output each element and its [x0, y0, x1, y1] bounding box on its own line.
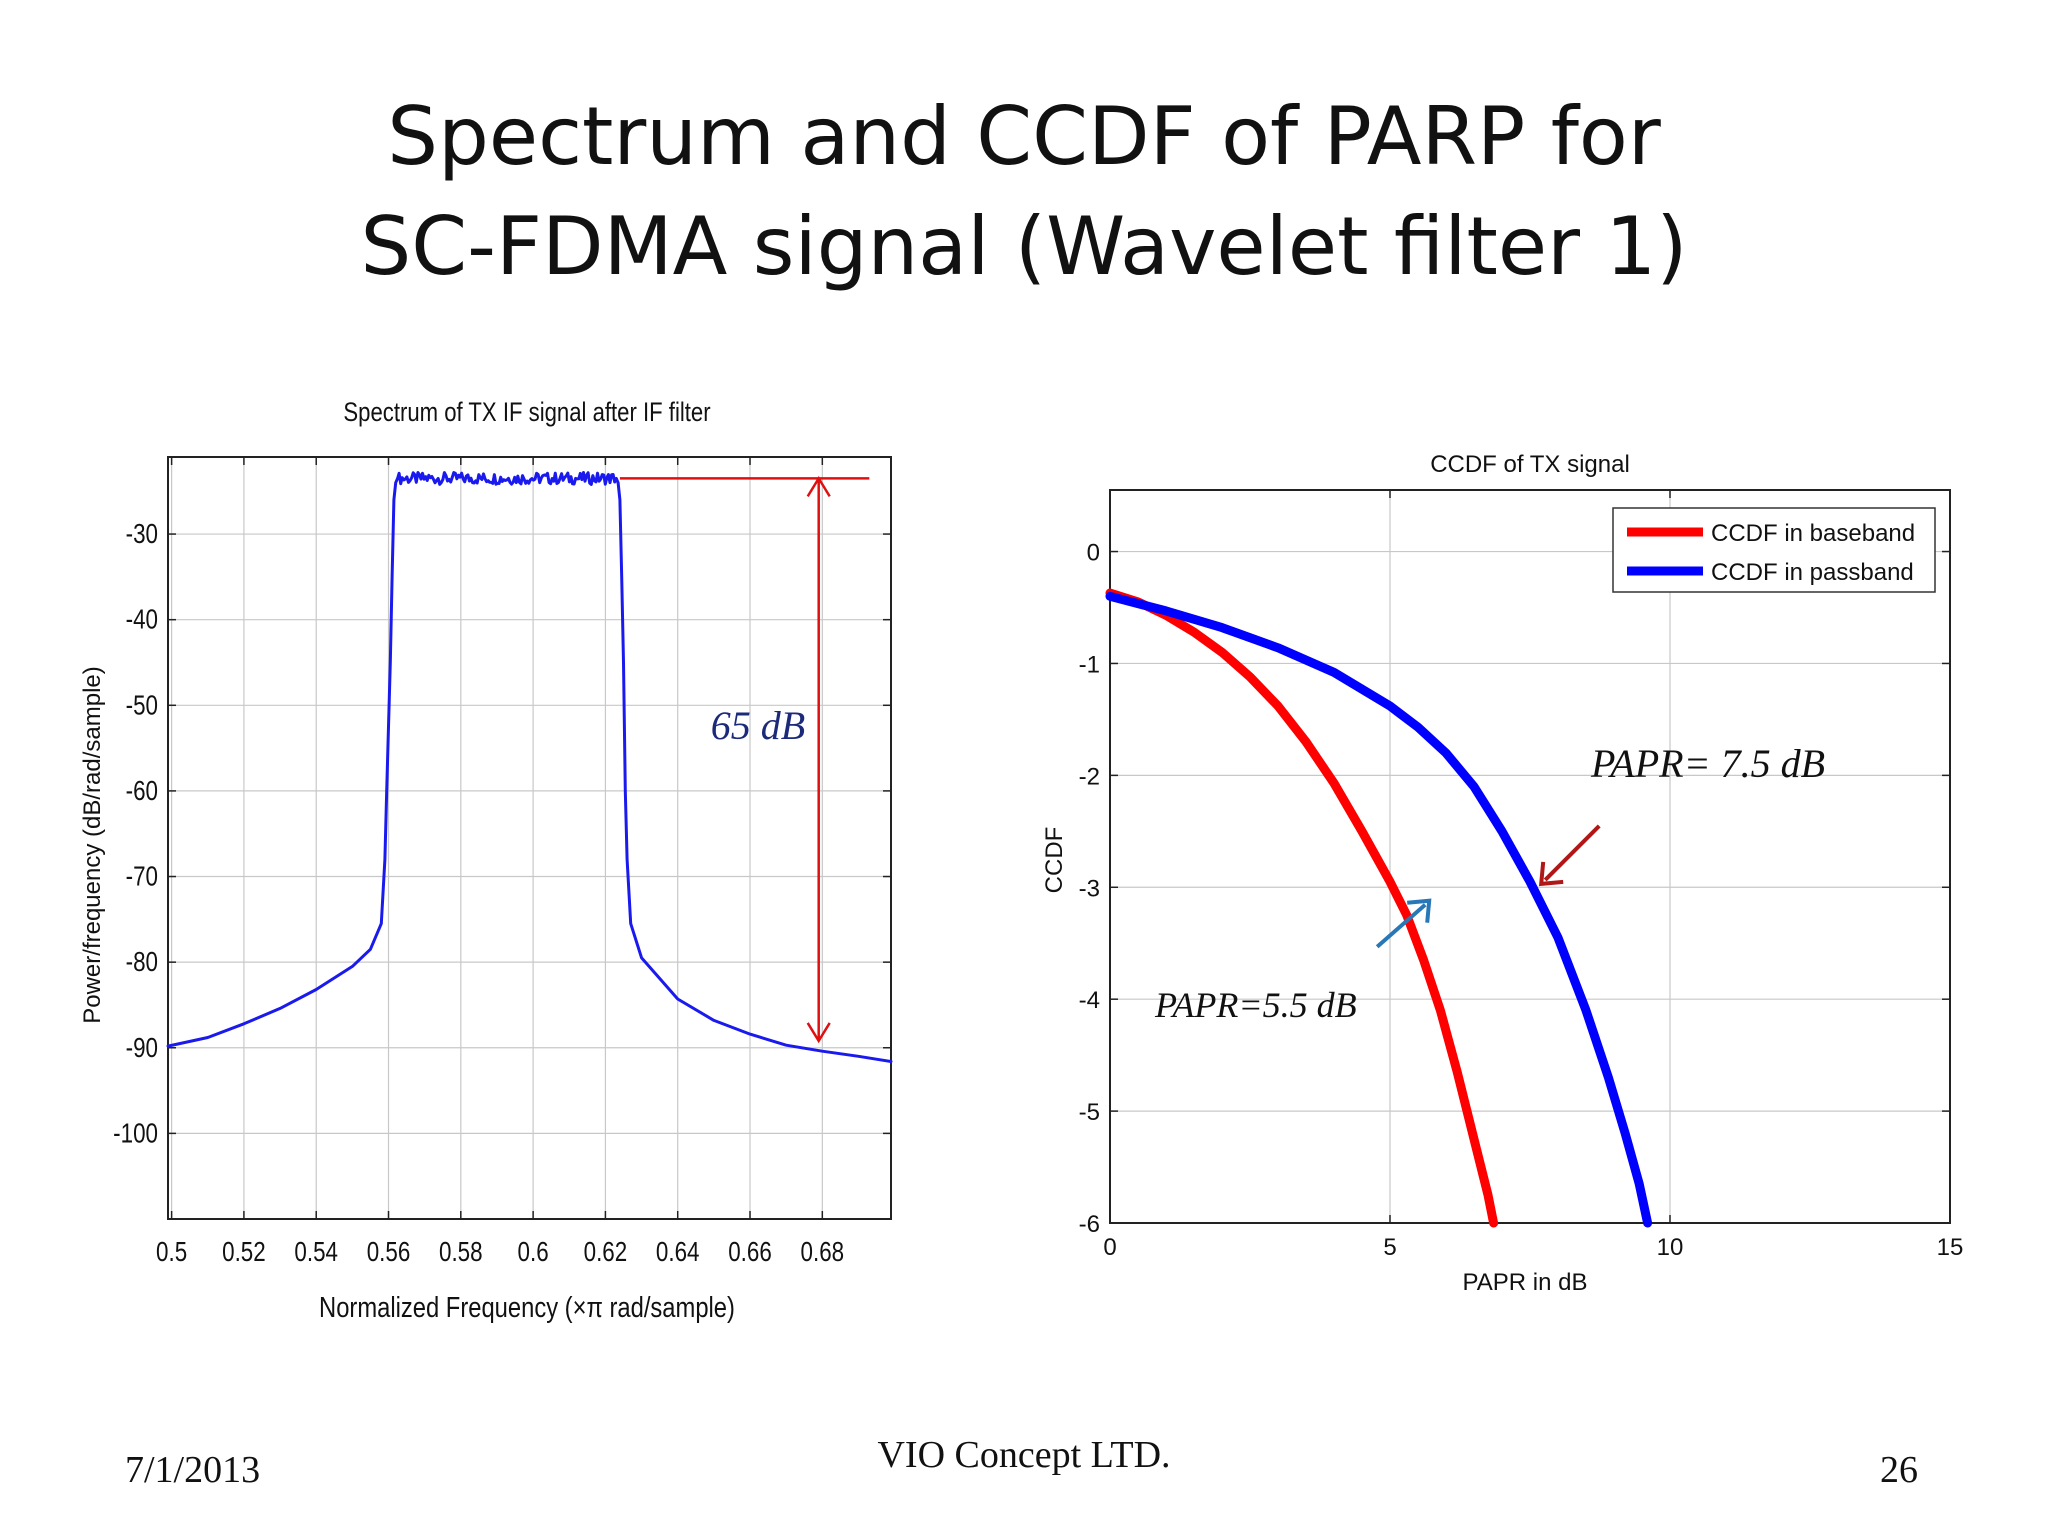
- ccdf-annotations: [1375, 824, 1601, 949]
- y-tick-label: -100: [113, 1118, 158, 1149]
- x-tick-label: 0.52: [222, 1237, 266, 1268]
- annotation-65db: 65 dB: [711, 703, 805, 748]
- spectrum-plot-frame: [167, 456, 892, 1220]
- ccdf-chart-title: CCDF of TX signal: [1430, 451, 1630, 478]
- x-tick-label: 0.66: [728, 1237, 772, 1268]
- x-tick-label: 0.54: [294, 1237, 338, 1268]
- ccdf-grid: [1109, 490, 1951, 1224]
- spectrum-ticks: 0.5 0.52 0.54 0.56 0.58 0.6 0.62 0.64 0.66 0.68 -3…: [113, 457, 891, 1268]
- x-tick-label: 5: [1383, 1234, 1396, 1261]
- x-tick-label: 10: [1657, 1234, 1684, 1261]
- y-tick-label: -70: [126, 861, 158, 892]
- x-tick-label: 0.68: [801, 1237, 845, 1268]
- slide-title-line-1: Spectrum and CCDF of PARP for: [387, 90, 1661, 183]
- ccdf-series-group: [1105, 588, 1653, 1228]
- y-tick-label: -5: [1079, 1099, 1100, 1126]
- dimension-arrow-head-top: [806, 476, 831, 498]
- series-line-1: [1105, 591, 1653, 1228]
- y-tick-label: -1: [1079, 651, 1100, 678]
- x-tick-label: 0.58: [439, 1237, 483, 1268]
- y-tick-label: -40: [126, 604, 158, 635]
- x-tick-label: 0: [1103, 1234, 1116, 1261]
- y-tick-label: -50: [126, 690, 158, 721]
- footer-date: 7/1/2013: [125, 1449, 261, 1491]
- spectrum-annotations: [619, 476, 870, 1044]
- ccdf-chart: CCDF of TX signal 0 5 10 15 0 -1 -2 -3 -4 -5 -6 CC…: [1041, 451, 1964, 1296]
- y-tick-label: -90: [126, 1032, 158, 1063]
- y-tick-label: 0: [1087, 540, 1100, 567]
- spectrum-chart-title: Spectrum of TX IF signal after IF filter: [343, 398, 710, 428]
- y-tick-label: -30: [126, 519, 158, 550]
- ccdf-plot-frame: [1109, 489, 1951, 1224]
- footer-company: VIO Concept LTD.: [877, 1434, 1171, 1476]
- legend-label-baseband: CCDF in baseband: [1711, 520, 1915, 547]
- y-tick-label: -4: [1079, 987, 1100, 1014]
- series-line-0: [1105, 588, 1499, 1228]
- slide-title-line-2: SC-FDMA signal (Wavelet filter 1): [360, 200, 1688, 293]
- ccdf-ylabel: CCDF: [1041, 827, 1068, 894]
- x-tick-label: 0.5: [156, 1237, 187, 1268]
- y-tick-label: -80: [126, 947, 158, 978]
- pointer-arrow-passband: [1543, 824, 1601, 882]
- legend-box: [1612, 507, 1936, 593]
- series-line-0: [166, 471, 893, 1063]
- annotation-papr-7-5: PAPR= 7.5 dB: [1590, 741, 1825, 786]
- y-tick-label: -6: [1079, 1211, 1100, 1238]
- spectrum-xlabel: Normalized Frequency (×π rad/sample): [319, 1291, 735, 1324]
- ccdf-ticks: 0 5 10 15 0 -1 -2 -3 -4 -5 -6: [1079, 490, 1964, 1261]
- y-tick-label: -3: [1079, 875, 1100, 902]
- y-tick-label: -60: [126, 776, 158, 807]
- spectrum-chart: Spectrum of TX IF signal after IF filter…: [79, 398, 893, 1324]
- annotation-papr-5-5: PAPR=5.5 dB: [1154, 985, 1357, 1025]
- x-tick-label: 0.62: [584, 1237, 628, 1268]
- x-tick-label: 0.56: [367, 1237, 411, 1268]
- pointer-arrow-baseband: [1375, 903, 1427, 949]
- pointer-arrow-passband-head: [1538, 861, 1564, 887]
- spectrum-series-group: [166, 471, 893, 1063]
- ccdf-xlabel: PAPR in dB: [1463, 1269, 1588, 1296]
- y-tick-label: -2: [1079, 763, 1100, 790]
- x-tick-label: 0.64: [656, 1237, 700, 1268]
- x-tick-label: 0.6: [518, 1237, 549, 1268]
- dimension-arrow-head-bottom: [806, 1022, 831, 1044]
- legend-label-passband: CCDF in passband: [1711, 559, 1914, 586]
- x-tick-label: 15: [1937, 1234, 1964, 1261]
- spectrum-grid: [168, 457, 891, 1219]
- footer-page-number: 26: [1880, 1449, 1918, 1491]
- ccdf-legend: CCDF in baseband CCDF in passband: [1612, 507, 1936, 593]
- slide-title: Spectrum and CCDF of PARP for SC-FDMA si…: [0, 82, 2048, 302]
- spectrum-ylabel: Power/frequency (dB/rad/sample): [79, 666, 106, 1024]
- pointer-arrow-baseband-head: [1407, 898, 1432, 923]
